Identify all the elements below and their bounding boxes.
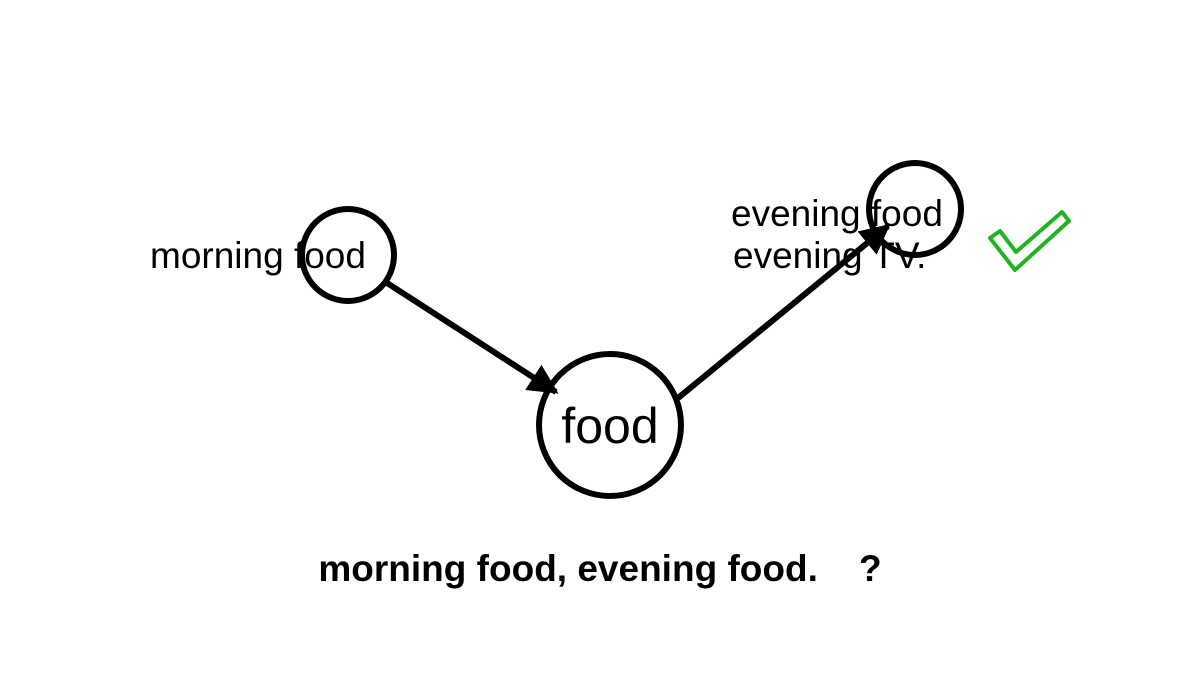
node-center-label: food (561, 398, 658, 454)
node-start-label: morning food (150, 235, 366, 276)
caption-text: morning food, evening food. ? (318, 548, 882, 589)
checkmark-icon (988, 210, 1071, 272)
edge-start-to-center (382, 278, 559, 395)
node-end-alt-label: evening TV. (733, 235, 926, 276)
edge-center-to-end (676, 223, 891, 401)
node-center-circle (536, 351, 684, 499)
node-end-label: evening food (731, 193, 943, 234)
node-start-circle (299, 206, 397, 304)
node-end-circle (866, 160, 964, 258)
